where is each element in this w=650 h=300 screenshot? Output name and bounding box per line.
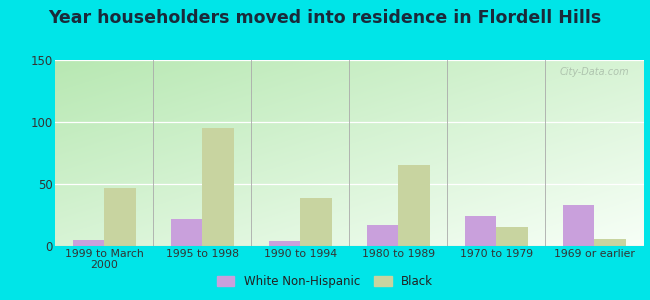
- Bar: [367, 225, 398, 246]
- Legend: White Non-Hispanic, Black: White Non-Hispanic, Black: [212, 270, 438, 292]
- Bar: [398, 165, 430, 246]
- Bar: [171, 219, 202, 246]
- Bar: [497, 227, 528, 246]
- Bar: [104, 188, 136, 246]
- Text: City-Data.com: City-Data.com: [559, 68, 629, 77]
- Bar: [300, 198, 332, 246]
- Bar: [73, 240, 104, 246]
- Bar: [269, 241, 300, 246]
- Bar: [563, 205, 595, 246]
- Bar: [465, 216, 497, 246]
- Bar: [595, 238, 626, 246]
- Bar: [202, 128, 234, 246]
- Text: Year householders moved into residence in Flordell Hills: Year householders moved into residence i…: [48, 9, 602, 27]
